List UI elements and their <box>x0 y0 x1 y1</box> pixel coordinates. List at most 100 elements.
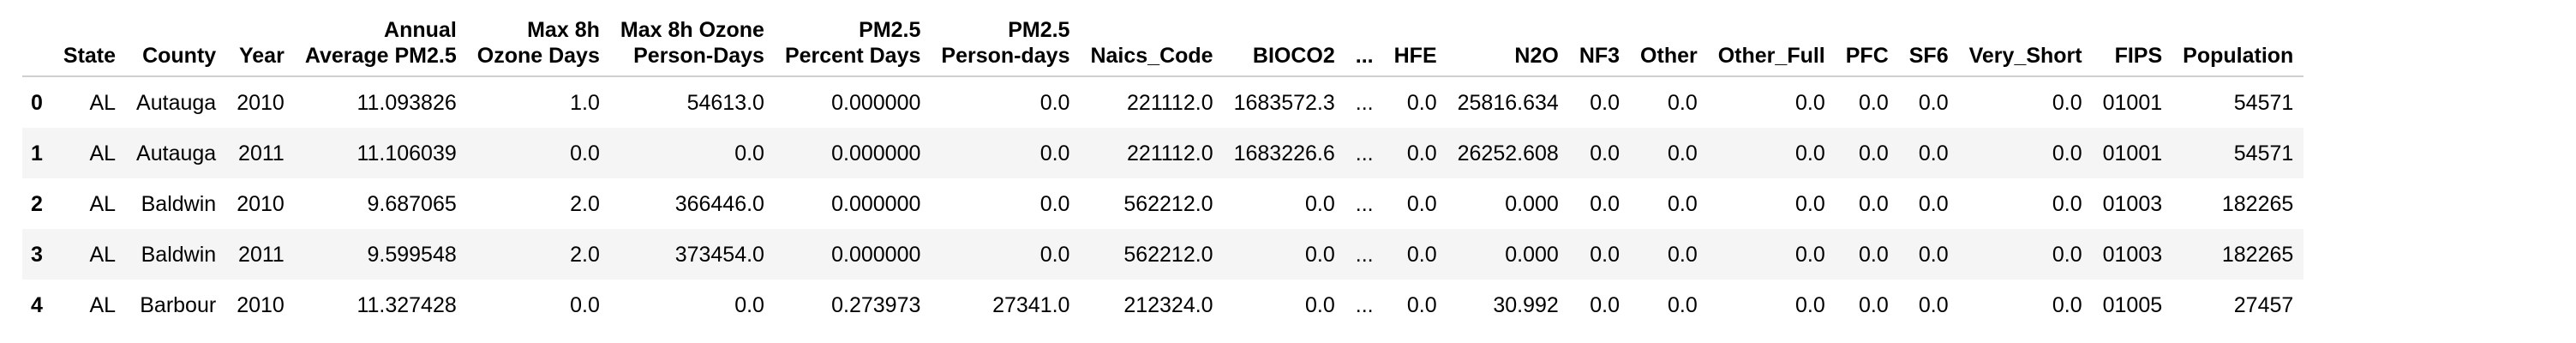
cell-ellipsis: ... <box>1355 292 1374 317</box>
dataframe-table: State County Year Annual Average PM2.5 Max 8h… <box>22 10 2304 330</box>
column-header-text: Population <box>2183 44 2294 68</box>
row-index: 4 <box>31 292 43 317</box>
table-row: 0 AL Autauga 2010 11.093826 1.0 54613.0 0.00000… <box>22 76 2304 128</box>
cell-pm25-percent-days: 0.000000 <box>831 191 921 216</box>
cell-ellipsis: ... <box>1355 90 1374 115</box>
cell-other: 0.0 <box>1667 292 1698 317</box>
column-header-text: Average PM2.5 <box>304 44 457 68</box>
column-header-text: Other <box>1640 44 1698 68</box>
cell-naics-code: 221112.0 <box>1127 90 1213 115</box>
cell-nf3: 0.0 <box>1590 242 1620 267</box>
cell-hfe: 0.0 <box>1406 141 1437 165</box>
cell-n2o: 30.992 <box>1493 292 1559 317</box>
column-header-pfc: PFC <box>1835 10 1899 77</box>
cell-county: Barbour <box>140 292 217 317</box>
cell-very-short: 0.0 <box>2052 141 2082 165</box>
column-header-text: Percent Days <box>784 44 921 68</box>
cell-sf6: 0.0 <box>1918 141 1949 165</box>
cell-other-full: 0.0 <box>1794 191 1825 216</box>
cell-nf3: 0.0 <box>1590 141 1620 165</box>
column-header-county: County <box>126 10 227 77</box>
column-header-text: PM2.5 <box>1008 18 1070 42</box>
column-header-max8h-ozone-days: Max 8h Ozone Days <box>466 10 610 77</box>
cell-n2o: 26252.608 <box>1457 141 1559 165</box>
column-header-other: Other <box>1630 10 1708 77</box>
cell-state: AL <box>89 141 117 165</box>
cell-pm25-percent-days: 0.273973 <box>831 292 921 317</box>
column-header-pm25-person-days: PM2.5 Person-days <box>931 10 1081 77</box>
cell-hfe: 0.0 <box>1406 90 1437 115</box>
column-header-text: Year <box>238 44 285 68</box>
row-index: 3 <box>31 242 43 267</box>
cell-state: AL <box>89 292 117 317</box>
column-header-text: HFE <box>1393 44 1437 68</box>
cell-ellipsis: ... <box>1355 242 1374 267</box>
cell-other: 0.0 <box>1667 242 1698 267</box>
table-header: State County Year Annual Average PM2.5 Max 8h… <box>22 10 2304 77</box>
cell-sf6: 0.0 <box>1918 90 1949 115</box>
column-header-text: Max 8h Ozone <box>620 18 764 42</box>
column-header-very-short: Very_Short <box>1958 10 2093 77</box>
column-header-text: BIOCO2 <box>1252 44 1335 68</box>
cell-population: 182265 <box>2221 191 2294 216</box>
cell-bioco2: 0.0 <box>1305 242 1335 267</box>
cell-state: AL <box>89 242 117 267</box>
cell-county: Autauga <box>136 90 217 115</box>
cell-year: 2011 <box>238 141 285 165</box>
cell-hfe: 0.0 <box>1406 292 1437 317</box>
column-header-year: Year <box>226 10 295 77</box>
cell-other-full: 0.0 <box>1794 242 1825 267</box>
cell-annual-avg-pm25: 9.687065 <box>367 191 457 216</box>
column-header-sf6: SF6 <box>1898 10 1959 77</box>
table-row: 2 AL Baldwin 2010 9.687065 2.0 366446.0 0.00000… <box>22 178 2304 229</box>
cell-sf6: 0.0 <box>1918 242 1949 267</box>
cell-max8h-ozone-person-days: 0.0 <box>734 292 764 317</box>
cell-bioco2: 0.0 <box>1305 292 1335 317</box>
cell-n2o: 25816.634 <box>1457 90 1559 115</box>
column-header-nf3: NF3 <box>1568 10 1631 77</box>
table-row: 4 AL Barbour 2010 11.327428 0.0 0.0 0.273973 273… <box>22 280 2304 330</box>
cell-max8h-ozone-days: 2.0 <box>570 191 600 216</box>
column-header-bioco2: BIOCO2 <box>1223 10 1345 77</box>
cell-nf3: 0.0 <box>1590 292 1620 317</box>
column-header-text: Naics_Code <box>1090 44 1213 68</box>
cell-ellipsis: ... <box>1355 191 1374 216</box>
column-header-text: Person-days <box>941 44 1070 68</box>
row-index: 0 <box>31 90 43 115</box>
cell-other: 0.0 <box>1667 191 1698 216</box>
cell-pm25-percent-days: 0.000000 <box>831 90 921 115</box>
cell-fips: 01001 <box>2102 90 2163 115</box>
cell-pfc: 0.0 <box>1858 90 1889 115</box>
cell-pm25-person-days: 0.0 <box>1039 90 1070 115</box>
cell-year: 2011 <box>238 242 285 267</box>
column-header-pm25-percent-days: PM2.5 Percent Days <box>774 10 932 77</box>
cell-county: Autauga <box>136 141 217 165</box>
cell-fips: 01003 <box>2102 242 2163 267</box>
row-index: 2 <box>31 191 43 216</box>
cell-pfc: 0.0 <box>1858 242 1889 267</box>
table-row: 1 AL Autauga 2011 11.106039 0.0 0.0 0.000000 0.0… <box>22 128 2304 178</box>
cell-max8h-ozone-person-days: 373454.0 <box>674 242 764 267</box>
cell-pfc: 0.0 <box>1858 141 1889 165</box>
table-row: 3 AL Baldwin 2011 9.599548 2.0 373454.0 0.00000… <box>22 229 2304 280</box>
column-header-fips: FIPS <box>2092 10 2173 77</box>
cell-nf3: 0.0 <box>1590 90 1620 115</box>
cell-bioco2: 1683572.3 <box>1233 90 1335 115</box>
cell-pm25-person-days: 0.0 <box>1039 191 1070 216</box>
column-header-n2o: N2O <box>1447 10 1569 77</box>
cell-pm25-person-days: 27341.0 <box>992 292 1070 317</box>
cell-very-short: 0.0 <box>2052 191 2082 216</box>
column-header-text: Max 8h <box>527 18 600 42</box>
cell-population: 54571 <box>2233 141 2294 165</box>
column-header-other-full: Other_Full <box>1707 10 1836 77</box>
cell-hfe: 0.0 <box>1406 242 1437 267</box>
column-header-text: N2O <box>1514 44 1559 68</box>
cell-naics-code: 562212.0 <box>1123 242 1213 267</box>
column-header-text: Annual <box>384 18 457 42</box>
cell-naics-code: 221112.0 <box>1127 141 1213 165</box>
column-header-text: Person-Days <box>633 44 764 68</box>
cell-n2o: 0.000 <box>1505 242 1559 267</box>
row-index: 1 <box>31 141 43 165</box>
column-header-text: Very_Short <box>1968 44 2082 68</box>
